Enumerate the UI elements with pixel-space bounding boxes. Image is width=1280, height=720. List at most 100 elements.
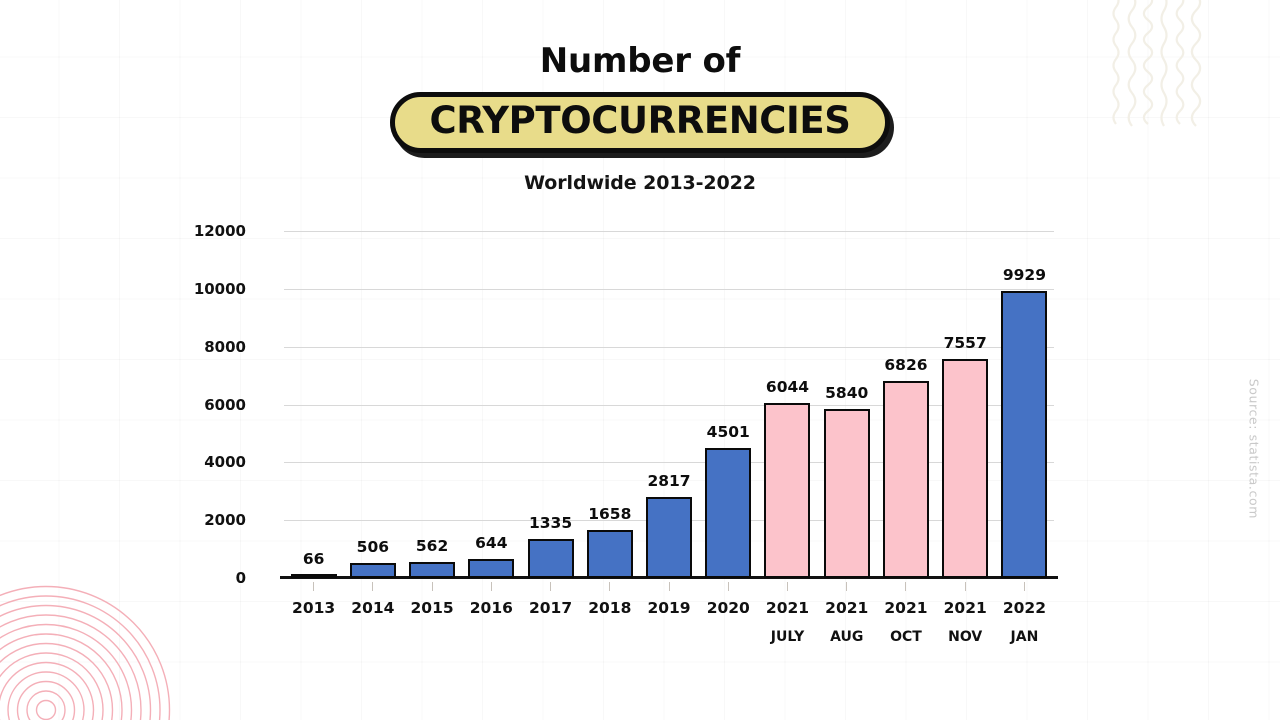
x-axis-tick-mark bbox=[372, 582, 374, 591]
bar-value-label: 9929 bbox=[1002, 265, 1046, 284]
bar[interactable] bbox=[882, 380, 929, 578]
x-axis-year-label: 2014 bbox=[351, 599, 395, 617]
bar[interactable] bbox=[646, 496, 693, 578]
x-axis-label-slot: 2020 bbox=[699, 582, 758, 645]
x-axis-month-label: JAN bbox=[1010, 629, 1039, 646]
badge-label: CRYPTOCURRENCIES bbox=[429, 99, 851, 142]
x-axis-label-slot: 2013 bbox=[284, 582, 343, 645]
bar[interactable] bbox=[764, 403, 811, 578]
bar-slot: 9929 bbox=[995, 231, 1054, 578]
bar-value-label: 7557 bbox=[943, 334, 987, 353]
bar[interactable] bbox=[290, 574, 337, 578]
x-axis-tick-mark bbox=[668, 582, 670, 591]
bar-value-label: 6044 bbox=[765, 378, 810, 397]
x-axis-tick-mark bbox=[431, 582, 433, 591]
x-axis-tick-mark bbox=[609, 582, 611, 591]
bar-slot: 2817 bbox=[639, 231, 698, 578]
bar[interactable] bbox=[823, 409, 870, 578]
x-axis-year-label: 2013 bbox=[292, 599, 336, 617]
bar-slot: 6044 bbox=[758, 231, 817, 578]
gridline bbox=[284, 404, 1054, 406]
x-axis-tick-mark bbox=[1023, 582, 1025, 591]
bar-value-label: 66 bbox=[302, 550, 325, 568]
x-axis-month-label: OCT bbox=[890, 629, 922, 646]
x-axis-year-label: 2021 bbox=[825, 599, 869, 617]
bar-slot: 6826 bbox=[876, 231, 935, 578]
x-axis-label-slot: 2021 AUG bbox=[817, 582, 876, 645]
x-axis-year-label: 2015 bbox=[410, 599, 454, 617]
x-axis-labels: 2013 2014 2015 2016 2017 2018 2019 2020 2021 JULY… bbox=[284, 582, 1054, 645]
chart-subtitle: Worldwide 2013-2022 bbox=[524, 171, 756, 194]
source-attribution: Source: statista.com bbox=[1246, 378, 1261, 519]
bar-value-label: 644 bbox=[475, 534, 508, 553]
x-axis-year-label: 2021 bbox=[884, 599, 928, 617]
x-axis-label-slot: 2021 JULY bbox=[758, 582, 817, 645]
x-axis-month-label: JULY bbox=[770, 629, 805, 646]
page-title: Number of bbox=[539, 41, 741, 81]
x-axis-tick-mark bbox=[313, 582, 315, 591]
bar-value-label: 1658 bbox=[588, 505, 632, 524]
bar-slot: 1335 bbox=[521, 231, 580, 578]
x-axis-label-slot: 2018 bbox=[580, 582, 639, 645]
bar-value-label: 562 bbox=[415, 536, 449, 555]
x-axis-year-label: 2021 bbox=[765, 599, 810, 617]
x-axis-year-label: 2021 bbox=[943, 599, 987, 617]
bars-group: 66 506 562 644 1335 1658 2817 4501 6044 5840 6826 7… bbox=[284, 231, 1054, 578]
x-axis-tick-mark bbox=[490, 582, 492, 591]
gridline bbox=[284, 462, 1054, 464]
bar[interactable] bbox=[349, 563, 396, 578]
gridline bbox=[284, 288, 1054, 290]
bar-value-label: 4501 bbox=[706, 422, 750, 441]
gridline bbox=[284, 231, 1054, 232]
y-axis-tick-label: 10000 bbox=[193, 279, 246, 298]
bar[interactable] bbox=[942, 359, 989, 578]
x-axis-label-slot: 2022 JAN bbox=[995, 582, 1054, 645]
x-axis-tick-mark bbox=[846, 582, 848, 591]
bar-value-label: 2817 bbox=[647, 471, 691, 490]
bar-slot: 562 bbox=[402, 231, 461, 578]
bar-slot: 1658 bbox=[580, 231, 639, 578]
x-axis-label-slot: 2014 bbox=[343, 582, 402, 645]
x-axis-year-label: 2017 bbox=[528, 599, 573, 617]
badge-container: CRYPTOCURRENCIES bbox=[0, 92, 1280, 153]
bar[interactable] bbox=[586, 530, 633, 578]
x-axis-label-slot: 2021 OCT bbox=[876, 582, 935, 645]
chart-header: Number of CRYPTOCURRENCIES Worldwide 201… bbox=[0, 0, 1280, 194]
y-axis-tick-label: 12000 bbox=[193, 222, 246, 240]
x-axis-month-label: AUG bbox=[830, 629, 864, 646]
x-axis-year-label: 2016 bbox=[469, 599, 513, 617]
bar-value-label: 6826 bbox=[884, 355, 928, 374]
x-axis-tick-mark bbox=[786, 582, 788, 591]
y-axis-tick-label: 8000 bbox=[204, 337, 246, 356]
x-axis-year-label: 2020 bbox=[706, 599, 750, 617]
x-axis-tick-mark bbox=[964, 582, 966, 591]
bar-value-label: 1335 bbox=[528, 514, 573, 533]
x-axis-label-slot: 2017 bbox=[521, 582, 580, 645]
bar[interactable] bbox=[1001, 290, 1048, 578]
y-axis-tick-label: 2000 bbox=[204, 511, 246, 530]
y-axis-tick-label: 0 bbox=[235, 569, 246, 587]
bar-slot: 506 bbox=[343, 231, 402, 578]
title-badge: CRYPTOCURRENCIES bbox=[390, 92, 890, 153]
x-axis-tick-mark bbox=[905, 582, 907, 591]
bar-slot: 66 bbox=[284, 231, 343, 578]
x-axis-label-slot: 2019 bbox=[639, 582, 698, 645]
bar-value-label: 5840 bbox=[825, 384, 869, 403]
bar-slot: 644 bbox=[462, 231, 521, 578]
y-axis-tick-label: 6000 bbox=[204, 395, 246, 414]
y-axis-tick-label: 4000 bbox=[204, 453, 246, 472]
x-axis-year-label: 2018 bbox=[588, 599, 632, 617]
x-axis-tick-mark bbox=[550, 582, 552, 591]
bar[interactable] bbox=[409, 561, 456, 578]
bar-slot: 5840 bbox=[817, 231, 876, 578]
bar[interactable] bbox=[527, 539, 574, 578]
x-axis-label-slot: 2016 bbox=[462, 582, 521, 645]
gridline bbox=[284, 346, 1054, 348]
bar[interactable] bbox=[705, 447, 752, 578]
bar-slot: 7557 bbox=[936, 231, 995, 578]
x-axis-month-label: NOV bbox=[948, 629, 983, 646]
bar[interactable] bbox=[468, 559, 515, 578]
x-axis-year-label: 2019 bbox=[647, 599, 691, 617]
